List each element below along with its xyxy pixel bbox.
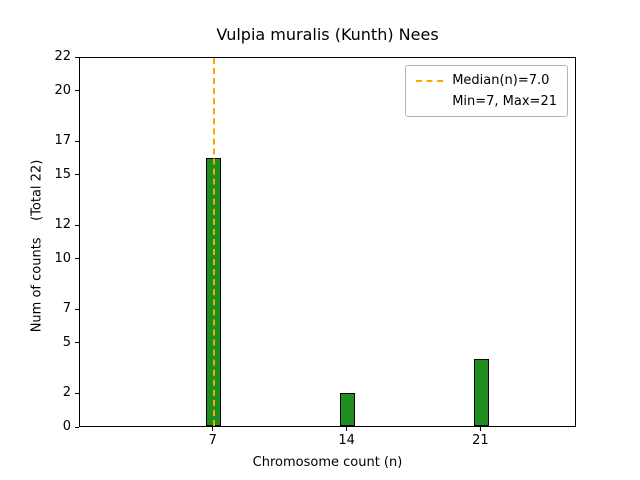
legend: Median(n)=7.0 Min=7, Max=21 (405, 65, 568, 117)
x-tick-mark (212, 427, 214, 431)
y-tick-mark (75, 140, 79, 142)
legend-label-median: Median(n)=7.0 (452, 73, 550, 88)
y-tick-mark (75, 342, 79, 344)
y-tick-label: 0 (62, 419, 71, 434)
y-tick-label: 7 (62, 301, 71, 317)
plot-area: Median(n)=7.0 Min=7, Max=21 (79, 57, 576, 427)
y-tick-label: 12 (54, 217, 71, 233)
y-tick-mark (75, 56, 79, 58)
legend-entry-minmax: Min=7, Max=21 (416, 94, 557, 109)
legend-entry-median: Median(n)=7.0 (416, 73, 557, 88)
y-tick-mark (75, 224, 79, 226)
x-tick-label: 14 (338, 433, 355, 448)
bar (473, 359, 490, 426)
legend-label-minmax: Min=7, Max=21 (452, 94, 557, 109)
x-axis-label: Chromosome count (n) (252, 455, 403, 470)
y-tick-mark (75, 426, 79, 428)
y-tick-mark (75, 258, 79, 260)
x-tick-mark (346, 427, 348, 431)
bar (339, 392, 356, 426)
y-tick-mark (75, 174, 79, 176)
y-tick-label: 2 (62, 385, 71, 401)
y-tick-label: 17 (54, 133, 71, 149)
y-tick-label: 15 (54, 166, 71, 182)
dashed-line-icon (416, 79, 444, 82)
y-tick-label: 10 (54, 250, 71, 266)
y-tick-label: 20 (54, 82, 71, 98)
x-tick-label: 21 (472, 433, 489, 448)
y-tick-mark (75, 90, 79, 92)
x-tick-label: 7 (208, 433, 217, 448)
y-tick-mark (75, 308, 79, 310)
median-line (212, 58, 215, 426)
legend-sample-blank (416, 101, 443, 103)
y-tick-label: 22 (54, 49, 71, 64)
y-tick-mark (75, 392, 79, 394)
x-tick-mark (479, 427, 481, 431)
y-tick-label: 5 (62, 334, 71, 350)
chart-title: Vulpia muralis (Kunth) Nees (216, 25, 439, 44)
